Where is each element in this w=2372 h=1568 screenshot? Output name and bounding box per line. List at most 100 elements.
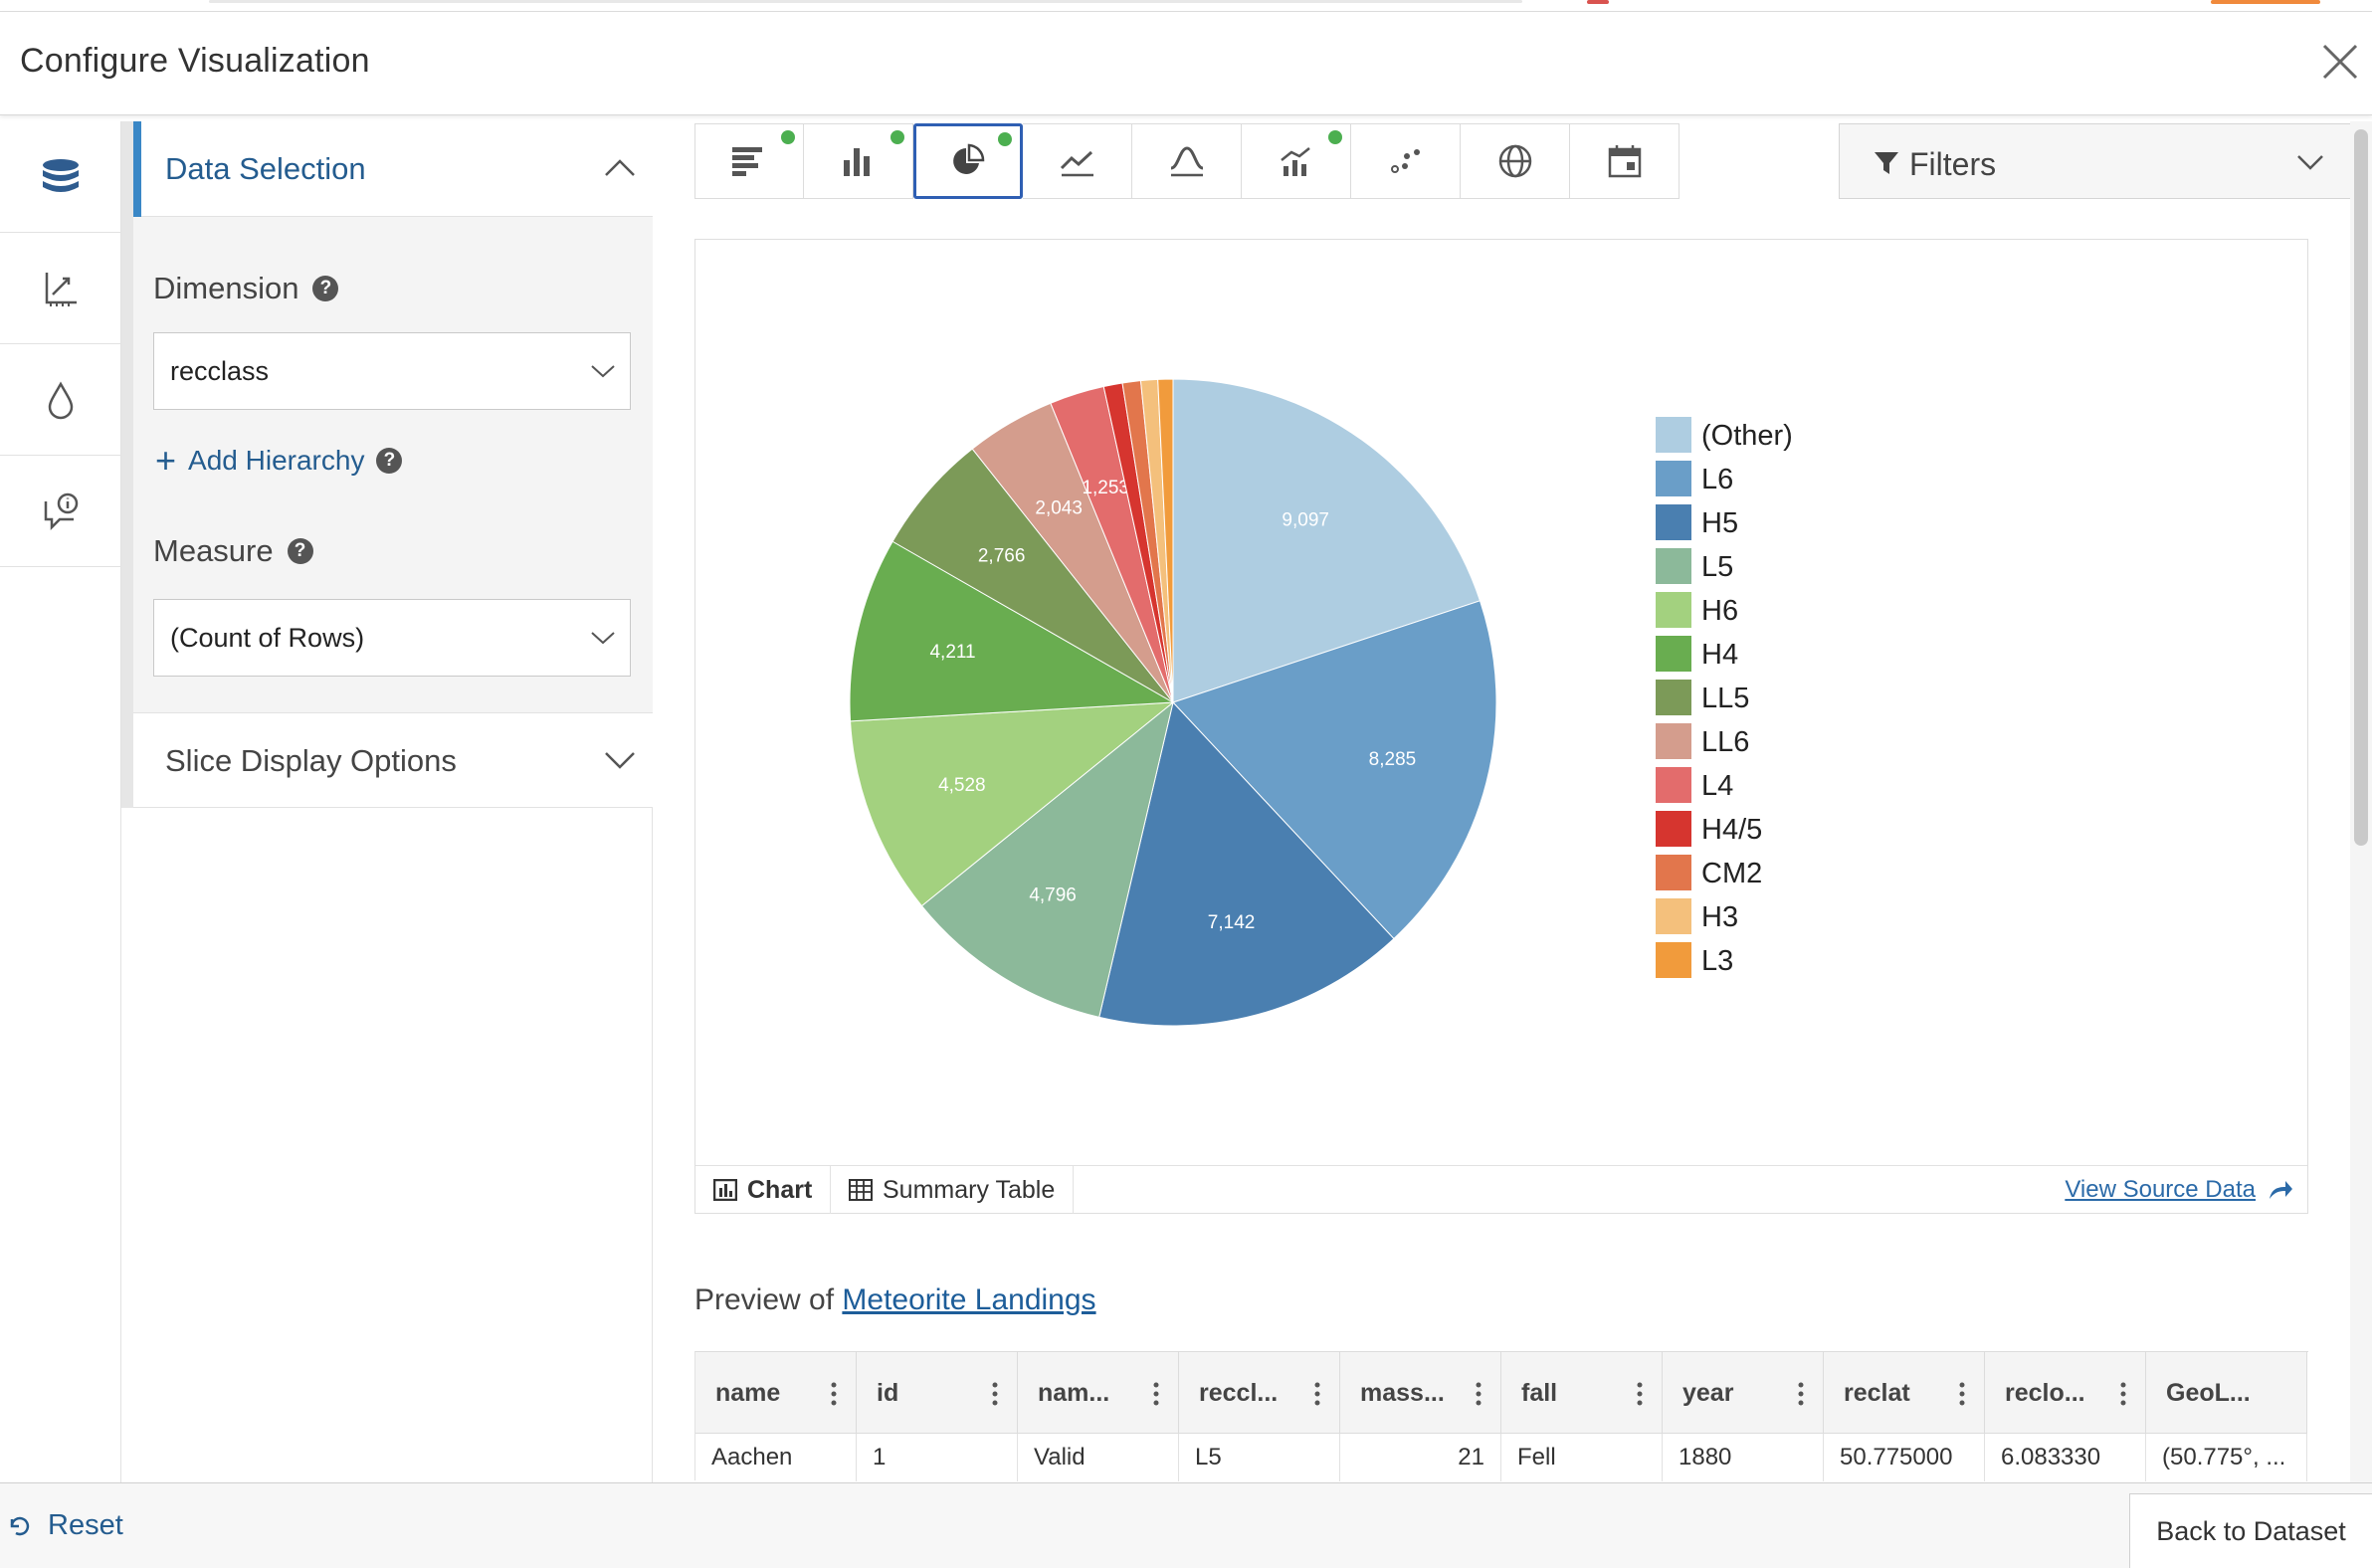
add-hierarchy-link[interactable]: + Add Hierarchy ? <box>155 440 403 482</box>
legend-label[interactable]: L6 <box>1701 464 1733 495</box>
kebab-menu-icon[interactable] <box>1797 1382 1805 1406</box>
legend-label[interactable]: LL5 <box>1701 683 1749 714</box>
slice-display-options-header[interactable]: Slice Display Options <box>133 712 653 808</box>
column-chart-icon <box>843 148 870 176</box>
measure-select[interactable]: (Count of Rows) <box>153 599 631 677</box>
legend-label[interactable]: H5 <box>1701 507 1738 539</box>
chart-type-line[interactable] <box>1023 123 1132 199</box>
kebab-menu-icon[interactable] <box>991 1382 999 1406</box>
legend-label[interactable]: H4/5 <box>1701 814 1762 846</box>
chart-type-scatter[interactable] <box>1351 123 1461 199</box>
legend-swatch <box>1656 636 1691 672</box>
scrollbar-thumb[interactable] <box>2354 129 2368 846</box>
back-to-dataset-button[interactable]: Back to Dataset <box>2129 1493 2372 1568</box>
scatter-chart-icon <box>1390 149 1420 173</box>
column-header[interactable]: year <box>1663 1352 1824 1434</box>
data-selection-header[interactable]: Data Selection <box>133 121 653 217</box>
chevron-down-icon <box>605 752 635 769</box>
column-header[interactable]: GeoL... <box>2146 1352 2307 1434</box>
view-source-data-link[interactable]: View Source Data <box>2065 1176 2293 1204</box>
chart-type-pie[interactable] <box>913 123 1023 199</box>
dimension-label-row: Dimension ? <box>153 271 339 306</box>
close-icon[interactable] <box>2320 42 2360 82</box>
status-dot <box>781 130 795 144</box>
table-cell: 6.083330 <box>1985 1434 2146 1481</box>
pie-slice-h4[interactable] <box>849 540 1175 722</box>
pie-data-label: 2,766 <box>978 546 1026 567</box>
pie-slice-h5[interactable] <box>1098 700 1395 1027</box>
pie-slice-l5[interactable] <box>920 700 1174 1018</box>
chart-type-horizontal-bar[interactable] <box>694 123 804 199</box>
legend-swatch <box>1656 592 1691 628</box>
legend-label[interactable]: CM2 <box>1701 858 1762 889</box>
column-header[interactable]: reccl... <box>1179 1352 1340 1434</box>
kebab-menu-icon[interactable] <box>1636 1382 1644 1406</box>
tab-summary-table[interactable]: Summary Table <box>831 1166 1075 1214</box>
pie-slice-l3[interactable] <box>1157 378 1174 703</box>
column-header[interactable]: fall <box>1501 1352 1663 1434</box>
column-header[interactable]: id <box>857 1352 1018 1434</box>
column-header[interactable]: mass... <box>1340 1352 1501 1434</box>
pie-data-label: 9,097 <box>1282 510 1329 531</box>
pie-slice-h6[interactable] <box>850 701 1175 907</box>
rail-data-tab[interactable] <box>0 121 121 233</box>
combo-chart-icon <box>1280 147 1310 176</box>
table-row: Aachen 1 Valid L5 21 Fell 1880 50.775000 6.08333… <box>695 1434 2307 1481</box>
kebab-menu-icon[interactable] <box>1313 1382 1321 1406</box>
pie-slice-other[interactable] <box>1172 378 1482 703</box>
chart-type-combo[interactable] <box>1242 123 1351 199</box>
legend-label[interactable]: H4 <box>1701 639 1738 671</box>
legend-swatch <box>1656 942 1691 978</box>
slice-display-options-title: Slice Display Options <box>165 743 457 778</box>
chart-type-map[interactable] <box>1461 123 1570 199</box>
help-icon[interactable]: ? <box>287 538 313 564</box>
chart-type-calendar[interactable] <box>1570 123 1680 199</box>
column-header[interactable]: reclo... <box>1985 1352 2146 1434</box>
pie-slice-l6[interactable] <box>1172 600 1497 940</box>
dataset-link[interactable]: Meteorite Landings <box>842 1283 1096 1316</box>
column-header[interactable]: name <box>695 1352 857 1434</box>
legend-label[interactable]: LL6 <box>1701 726 1749 758</box>
kebab-menu-icon[interactable] <box>2119 1382 2127 1406</box>
legend-label[interactable]: H3 <box>1701 901 1738 933</box>
rail-axis-tab[interactable] <box>0 233 121 344</box>
legend-label[interactable]: L4 <box>1701 770 1733 802</box>
filters-dropdown[interactable]: Filters <box>1839 123 2352 199</box>
preview-heading: Preview of Meteorite Landings <box>694 1283 1096 1317</box>
pie-slice-ll5[interactable] <box>891 448 1174 703</box>
legend-label[interactable]: (Other) <box>1701 420 1793 452</box>
dialog-header: Configure Visualization <box>0 12 2372 115</box>
kebab-menu-icon[interactable] <box>1958 1382 1966 1406</box>
line-chart-icon <box>1060 150 1093 177</box>
chart-type-histogram[interactable] <box>1132 123 1242 199</box>
data-selection-panel: Data Selection Dimension ? recclass + Ad… <box>121 121 653 1484</box>
help-icon[interactable]: ? <box>376 448 403 474</box>
table-cell: (50.775°, ... <box>2146 1434 2307 1481</box>
legend-swatch <box>1656 548 1691 584</box>
scrollbar[interactable] <box>2350 121 2372 1482</box>
legend-label[interactable]: L3 <box>1701 945 1733 977</box>
dimension-select[interactable]: recclass <box>153 332 631 410</box>
kebab-menu-icon[interactable] <box>1152 1382 1160 1406</box>
legend-label[interactable]: H6 <box>1701 595 1738 627</box>
column-header[interactable]: reclat <box>1824 1352 1985 1434</box>
tab-chart[interactable]: Chart <box>695 1166 832 1214</box>
top-orange-button[interactable] <box>2211 0 2320 4</box>
chart-tab-icon <box>713 1179 737 1201</box>
reset-button[interactable]: Reset <box>8 1509 123 1542</box>
undo-icon <box>10 1516 30 1535</box>
chart-type-column[interactable] <box>804 123 913 199</box>
pie-chart[interactable]: 9,097 8,285 7,142 4,796 4,528 4,211 2,766 2,043… <box>695 240 2307 1165</box>
table-cell: 21 <box>1340 1434 1501 1481</box>
rail-style-tab[interactable] <box>0 344 121 456</box>
kebab-menu-icon[interactable] <box>830 1382 838 1406</box>
rail-info-tab[interactable] <box>0 456 121 567</box>
column-header[interactable]: nam... <box>1018 1352 1179 1434</box>
filters-label: Filters <box>1909 146 1997 182</box>
kebab-menu-icon[interactable] <box>1475 1382 1482 1406</box>
help-icon[interactable]: ? <box>312 276 339 301</box>
pie-chart-icon <box>953 143 985 174</box>
chevron-up-icon <box>605 159 635 176</box>
legend-label[interactable]: L5 <box>1701 551 1733 583</box>
